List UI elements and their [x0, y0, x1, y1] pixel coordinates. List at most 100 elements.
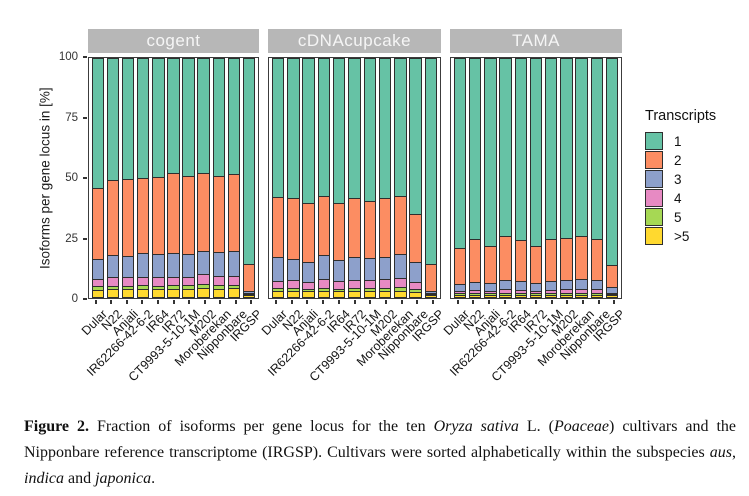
- x-tick-mark: [141, 300, 144, 304]
- caption-text: ) cultivars and the Nipponbare reference…: [24, 418, 737, 461]
- bar-segment-5: [153, 285, 164, 290]
- bar-segment-1: [349, 59, 360, 199]
- bar-segment-4: [410, 282, 421, 290]
- bar-segment-4: [122, 277, 134, 286]
- bar-segment-2: [395, 195, 406, 255]
- legend-entry-label: 3: [674, 171, 682, 187]
- bar-segment->5: [395, 290, 406, 297]
- bar-segment-4: [318, 279, 330, 288]
- bar-segment-3: [545, 280, 557, 290]
- y-tick-mark: [83, 56, 87, 58]
- bar-segment-1: [561, 59, 572, 238]
- bar-segment-2: [364, 200, 376, 259]
- bar-segment-3: [425, 290, 437, 294]
- bar-segment-2: [349, 198, 360, 257]
- bar-segment->5: [198, 287, 209, 297]
- bar-segment-4: [228, 275, 240, 285]
- bar-segment-1: [198, 59, 209, 174]
- x-tick-mark: [188, 300, 191, 304]
- bar-segment-1: [168, 59, 179, 174]
- y-tick-mark: [83, 298, 87, 300]
- bar-segment-5: [92, 286, 104, 290]
- bar-segment-1: [364, 59, 376, 201]
- bar-segment-4: [500, 289, 511, 293]
- bar-segment-4: [349, 279, 360, 288]
- bar-segment-2: [228, 174, 240, 252]
- bar-segment-4: [395, 277, 406, 288]
- x-tick-mark: [234, 300, 237, 304]
- bar-segment-3: [485, 283, 496, 291]
- bar-IR64: [332, 58, 346, 298]
- bar-N22: [468, 58, 482, 298]
- bar-segment-4: [379, 279, 391, 288]
- bar-segment-2: [425, 264, 437, 291]
- bar-segment-1: [395, 59, 406, 196]
- bar-segment->5: [561, 294, 572, 297]
- bar-segment-3: [272, 256, 284, 281]
- bar-segment-1: [183, 59, 194, 176]
- bar-segment-2: [485, 245, 496, 284]
- caption-text: ,: [732, 444, 736, 461]
- bar-segment->5: [168, 288, 179, 297]
- legend-entry->5: >5: [645, 227, 716, 245]
- bar-segment-2: [213, 175, 224, 252]
- x-tick-mark: [156, 300, 159, 304]
- bar-Moroberekan: [394, 58, 407, 298]
- bar-IRGSP: [242, 58, 256, 298]
- bar-segment-4: [138, 276, 149, 286]
- legend-swatch-2: [645, 151, 663, 169]
- bar-segment-2: [606, 264, 618, 287]
- bar-segment-3: [138, 253, 149, 277]
- bar-segment-2: [561, 237, 572, 280]
- x-tick-mark: [250, 300, 253, 304]
- x-tick-mark: [353, 300, 356, 304]
- bar-Anjali: [302, 58, 315, 298]
- bar-segment-5: [333, 288, 345, 292]
- bar-segment-1: [272, 59, 284, 198]
- bar-segment->5: [288, 291, 299, 297]
- x-tick-mark: [550, 300, 553, 304]
- bar-segment-2: [545, 238, 557, 281]
- bar-segment->5: [272, 291, 284, 297]
- bar-segment-2: [107, 180, 119, 256]
- caption-text: japonica: [95, 470, 152, 487]
- bar-segment-5: [606, 294, 618, 296]
- panel-title: TAMA: [512, 31, 560, 50]
- bar-segment-1: [545, 59, 557, 239]
- bar-segment-3: [530, 283, 542, 291]
- x-tick-mark: [613, 300, 616, 304]
- bar-segment-3: [243, 290, 255, 294]
- y-tick-mark: [83, 237, 87, 240]
- bar-segment-5: [561, 292, 572, 295]
- y-tick-mark: [83, 177, 87, 179]
- bar-segment-3: [454, 284, 466, 291]
- bar-segment-5: [530, 293, 542, 296]
- bar-Dular: [453, 58, 467, 298]
- bar-segment-4: [576, 289, 587, 293]
- bar-segment-5: [198, 284, 209, 288]
- bar-segment-5: [515, 292, 527, 295]
- bar-segment-5: [138, 285, 149, 289]
- legend-entry-label: 1: [674, 133, 682, 149]
- bar-segment-2: [576, 236, 587, 280]
- x-tick-mark: [94, 300, 97, 304]
- bar-segment->5: [410, 291, 421, 297]
- bar-segment->5: [243, 295, 255, 298]
- caption-text: aus: [709, 444, 732, 461]
- bar-segment->5: [545, 294, 557, 297]
- legend-title: Transcripts: [645, 108, 717, 124]
- legend-swatch-5: [645, 208, 663, 226]
- bar-segment-1: [138, 59, 149, 178]
- bar-segment-5: [228, 284, 240, 289]
- legend-entry-4: 4: [645, 189, 716, 207]
- bar-segment-4: [303, 281, 314, 289]
- bar-segment-3: [183, 253, 194, 277]
- bar-segment-5: [410, 289, 421, 292]
- bar-segment-5: [576, 292, 587, 295]
- x-tick-mark: [369, 300, 372, 304]
- bar-segment-1: [318, 59, 330, 196]
- legend-swatch->5: [645, 227, 663, 245]
- y-tick-mark: [83, 116, 87, 119]
- panel-title: cDNAcupcake: [297, 31, 412, 50]
- bar-segment->5: [576, 294, 587, 297]
